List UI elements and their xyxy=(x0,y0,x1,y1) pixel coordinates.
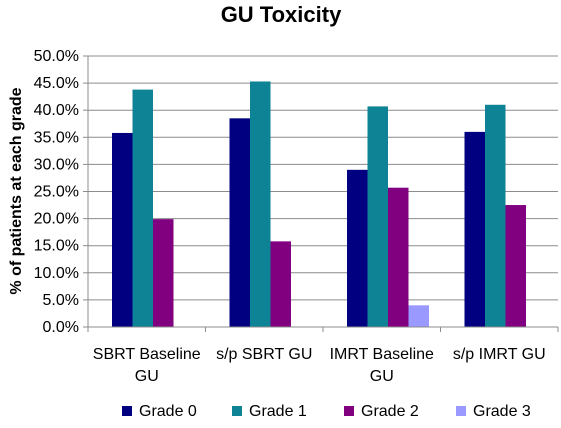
legend-swatch xyxy=(232,406,242,416)
y-tick-label: 15.0% xyxy=(34,238,79,255)
bar-grade-1 xyxy=(367,106,388,327)
bar-grade-2 xyxy=(505,205,526,327)
bar-grade-1 xyxy=(485,104,506,327)
y-tick-label: 50.0% xyxy=(34,48,79,65)
y-tick-label: 25.0% xyxy=(34,184,79,201)
x-category-label: SBRT Baseline GU xyxy=(93,346,201,385)
legend-label: Grade 2 xyxy=(361,403,419,420)
x-category-label-line: s/p SBRT GU xyxy=(216,346,312,363)
bar-grade-1 xyxy=(132,89,153,327)
y-tick-label: 35.0% xyxy=(34,129,79,146)
legend-swatch xyxy=(122,406,132,416)
y-tick-label: 45.0% xyxy=(34,75,79,92)
x-category-label: IMRT Baseline GU xyxy=(330,346,434,385)
x-category-label-line: GU xyxy=(370,368,394,385)
y-tick-label: 10.0% xyxy=(34,265,79,282)
x-category-label-line: SBRT Baseline xyxy=(93,346,201,363)
x-category-label-line: s/p IMRT GU xyxy=(453,346,546,363)
bar-grade-0 xyxy=(347,169,368,327)
x-category-label: s/p SBRT GU xyxy=(216,346,312,363)
legend-item: Grade 0 xyxy=(122,403,197,420)
y-tick-label: 20.0% xyxy=(34,211,79,228)
bar-grade-1 xyxy=(250,81,271,327)
legend-label: Grade 0 xyxy=(139,403,197,420)
y-tick-label: 0.0% xyxy=(43,319,79,336)
legend-item: Grade 1 xyxy=(232,403,307,420)
bar-grade-3 xyxy=(408,305,429,327)
bars xyxy=(112,81,526,327)
legend-label: Grade 1 xyxy=(249,403,307,420)
legend: Grade 0 Grade 1 Grade 2 Grade 3 xyxy=(122,403,531,420)
legend-swatch xyxy=(456,406,466,416)
bar-grade-2 xyxy=(388,187,409,327)
y-tick-label: 5.0% xyxy=(43,292,79,309)
bar-grade-2 xyxy=(270,241,291,327)
legend-item: Grade 3 xyxy=(456,403,531,420)
bar-grade-0 xyxy=(464,131,485,327)
axes xyxy=(87,56,559,332)
y-axis-label: % of patients at each grade xyxy=(8,87,25,294)
legend-item: Grade 2 xyxy=(344,403,419,420)
y-tick-labels: 0.0% 5.0% 10.0% 15.0% 20.0% 25.0% 30.0% 35.0% 40… xyxy=(34,48,79,336)
bar-grade-2 xyxy=(153,219,174,327)
x-category-label-line: IMRT Baseline xyxy=(330,346,434,363)
y-tick-label: 40.0% xyxy=(34,102,79,119)
category-labels: SBRT Baseline GU s/p SBRT GU IMRT Baseline G… xyxy=(93,346,546,385)
x-category-label-line: GU xyxy=(135,368,159,385)
legend-label: Grade 3 xyxy=(473,403,531,420)
chart-title: GU Toxicity xyxy=(221,2,342,27)
y-tick-label: 30.0% xyxy=(34,156,79,173)
legend-swatch xyxy=(344,406,354,416)
bar-grade-0 xyxy=(229,118,250,327)
x-category-label: s/p IMRT GU xyxy=(453,346,546,363)
bar-grade-0 xyxy=(112,132,133,327)
